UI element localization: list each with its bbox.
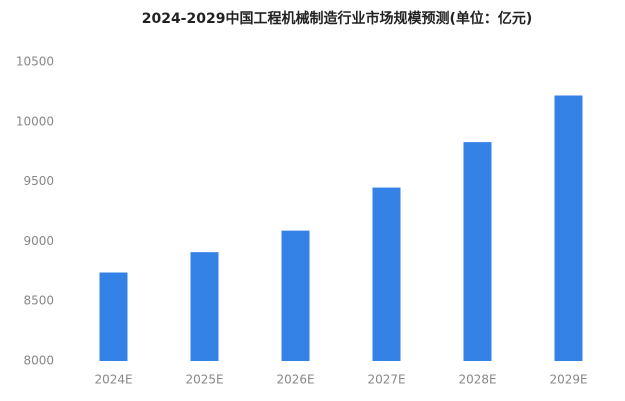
x-tick-label: 2024E xyxy=(94,373,132,387)
x-tick-label: 2028E xyxy=(458,373,496,387)
bar xyxy=(190,252,219,361)
x-tick-label: 2027E xyxy=(367,373,405,387)
bar xyxy=(372,187,401,361)
y-tick-label: 10500 xyxy=(16,55,54,69)
chart-title: 2024-2029中国工程机械制造行业市场规模预测(单位：亿元) xyxy=(142,10,533,27)
y-tick-label: 9500 xyxy=(23,174,54,188)
y-tick-label: 10000 xyxy=(16,114,54,128)
y-tick-label: 8500 xyxy=(23,294,54,308)
bar xyxy=(554,95,583,361)
y-tick-label: 8000 xyxy=(23,354,54,368)
x-tick-label: 2029E xyxy=(549,373,587,387)
bar xyxy=(99,272,128,361)
x-tick-label: 2026E xyxy=(276,373,314,387)
y-tick-label: 9000 xyxy=(23,234,54,248)
x-tick-label: 2025E xyxy=(185,373,223,387)
bar xyxy=(281,230,310,361)
bar xyxy=(463,142,492,361)
